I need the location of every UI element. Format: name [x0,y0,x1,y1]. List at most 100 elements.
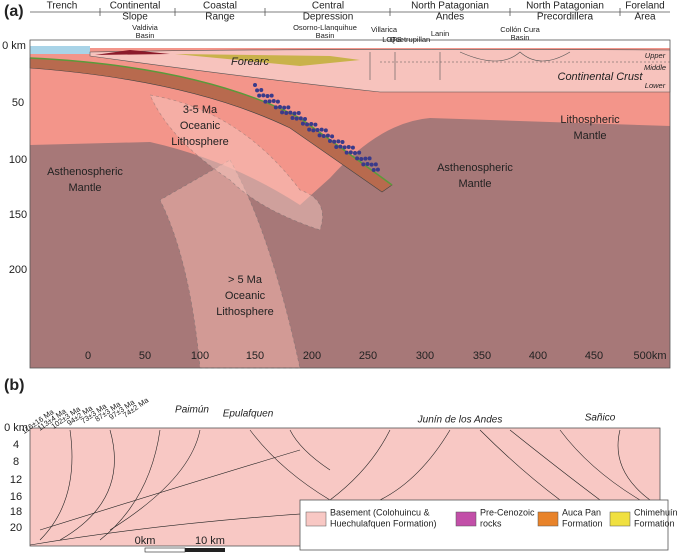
earthquake [294,116,299,121]
unit-label: Oceanic [180,120,221,132]
earthquake [284,111,289,115]
earthquake [359,157,364,161]
depth-label: 20 [10,522,22,534]
depth-label: 150 [9,209,27,221]
earthquake [371,168,376,172]
earthquake [300,121,305,126]
earthquake [330,134,335,139]
region-label: Slope [122,12,148,23]
earthquake [346,145,351,149]
unit-label: Oceanic [225,290,266,302]
place-label: Sañico [585,413,616,424]
legend-label: rocks [480,518,502,528]
earthquake [340,140,345,144]
panel-label: (a) [4,3,24,20]
distance-label: 350 [473,350,491,362]
basin-label: Villarica [371,25,398,34]
distance-label: 50 [139,350,151,362]
unit-label: Mantle [458,178,491,190]
earthquake [365,162,370,166]
legend-label: Pre-Cenozoic [480,507,535,517]
depth-label: 8 [13,456,19,468]
legend-label: Chimehuín [634,507,678,517]
region-label: Central [312,1,344,12]
depth-label: 50 [12,97,24,109]
basin-label: LOFS [382,35,402,44]
earthquake [282,105,287,110]
depth-label: 0 km [2,40,26,52]
region-label: Trench [47,1,78,12]
depth-label: 4 [13,439,19,451]
earthquake [267,99,272,104]
distance-label: 300 [416,350,434,362]
unit-label: Lithosphere [216,306,274,318]
earthquake [288,110,293,115]
unit-label: Continental Crust [558,71,644,83]
panel-b-drawing [29,427,669,553]
earthquake [278,105,282,109]
legend-label: Basement (Colohuincu & [330,507,430,517]
earthquake [261,93,266,98]
unit-label: Lithospheric [560,114,620,126]
earthquake [373,162,378,167]
earthquake [332,139,337,144]
earthquake [290,116,295,120]
depth-label: 16 [10,491,22,503]
earthquake [305,122,310,127]
distance-label: 400 [529,350,547,362]
depth-label: 200 [9,264,27,276]
unit-label: Asthenospheric [47,166,123,178]
panel-label: (b) [4,377,24,394]
unit-label: Lower [645,81,666,90]
unit-label: Mantle [68,182,101,194]
earthquake [298,116,303,121]
region-label: Precordillera [537,12,594,23]
distance-label: 250 [359,350,377,362]
unit-label: Mantle [573,130,606,142]
earthquake [271,99,276,103]
unit-label: > 5 Ma [228,274,263,286]
distance-label: 0 [85,350,91,362]
legend-label: Formation [634,518,675,528]
region-label: Depression [303,12,354,23]
region-label: Range [205,12,235,23]
earthquake [361,162,366,167]
earthquake [313,122,318,127]
basin-label: Basin [316,31,335,40]
distance-label: 450 [585,350,603,362]
place-label: Epulafquen [223,409,274,420]
scale-label: 10 km [195,535,225,547]
depth-label: 18 [10,506,22,518]
legend-label: Huechulafquen Formation) [330,518,437,528]
earthquake [311,128,316,133]
earthquake [273,105,278,110]
earthquake [315,128,320,132]
earthquake [344,150,349,155]
unit-label: Upper [645,51,666,60]
unit-label: Lithosphere [171,136,229,148]
earthquake [338,144,343,149]
earthquake [375,167,380,172]
place-label: Junín de los Andes [417,415,503,426]
unit-label: Asthenospheric [437,162,513,174]
place-label: Paimún [175,405,209,416]
depth-label: 100 [9,154,27,166]
earthquake [369,162,374,167]
unit-label: Middle [644,63,666,72]
earthquake [350,145,355,150]
earthquake [303,117,307,121]
earthquake [296,111,301,115]
earthquake [280,110,285,115]
earthquake [363,156,368,161]
earthquake [357,150,362,155]
earthquake [259,88,264,92]
earthquake [319,127,324,132]
earthquake [253,83,257,87]
scale-label: 0km [135,535,156,547]
legend-label: Formation [562,518,603,528]
earthquake [275,99,280,104]
earthquake [355,156,360,161]
unit-label: 3-5 Ma [183,104,218,116]
depth-label: 0 km [4,422,28,434]
